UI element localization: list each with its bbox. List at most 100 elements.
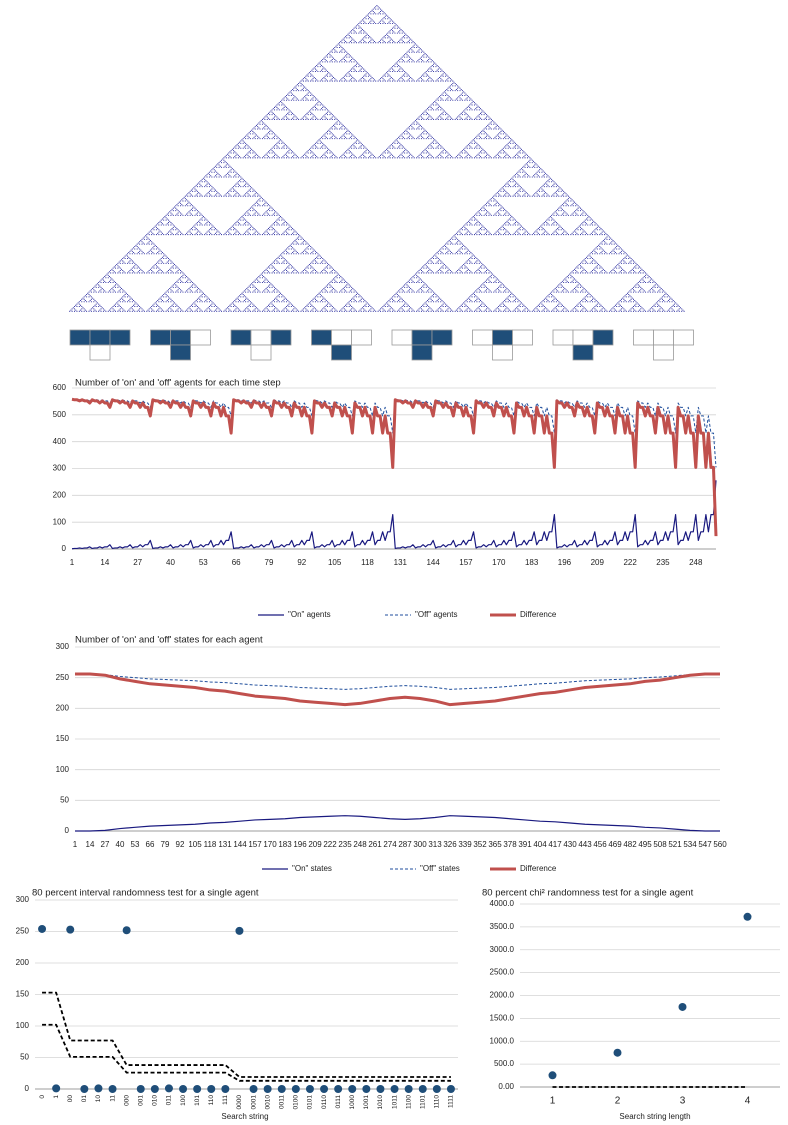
rule-cell — [311, 329, 332, 346]
x-tick-label: 105 — [328, 558, 342, 567]
x-tick-label: 118 — [204, 840, 217, 849]
y-tick-label: 4000.0 — [490, 899, 515, 908]
x-tick-label: 1101 — [419, 1095, 426, 1109]
rule-cell — [653, 329, 674, 346]
y-tick-label: 150 — [16, 990, 30, 999]
x-tick-label: 0011 — [278, 1095, 285, 1109]
x-tick-label: 66 — [232, 558, 241, 567]
rule-output-cell — [653, 344, 674, 361]
legend-label: "On" agents — [288, 610, 331, 619]
rule-cell — [633, 329, 654, 346]
x-tick-label: 10 — [95, 1095, 102, 1103]
x-tick-label: 53 — [131, 840, 140, 849]
x-tick-label: 456 — [593, 840, 607, 849]
x-tick-label: 521 — [668, 840, 682, 849]
x-tick-label: 118 — [361, 558, 374, 567]
x-tick-label: 131 — [218, 840, 232, 849]
x-tick-label: 274 — [383, 840, 397, 849]
data-point — [179, 1085, 188, 1093]
x-tick-label: 391 — [518, 840, 532, 849]
x-tick-label: 0010 — [264, 1095, 271, 1110]
x-tick-label: 1010 — [377, 1095, 384, 1110]
series-line — [71, 397, 718, 537]
data-point — [52, 1084, 61, 1093]
rule-icons — [69, 329, 694, 361]
data-point — [613, 1048, 622, 1057]
rule-output-cell — [411, 344, 433, 361]
data-point — [432, 1085, 441, 1093]
x-tick-label: 1011 — [391, 1095, 398, 1109]
series-line — [42, 1023, 451, 1082]
rule-cell — [150, 329, 171, 346]
x-tick-label: 40 — [166, 558, 175, 567]
x-tick-label: 1 — [550, 1096, 556, 1107]
rule-cell — [492, 329, 513, 346]
x-tick-label: 0111 — [335, 1095, 342, 1109]
rule-cell — [170, 329, 191, 346]
data-point — [678, 1002, 687, 1011]
rule-cell — [572, 329, 594, 346]
x-tick-label: 0101 — [307, 1095, 314, 1110]
y-tick-label: 500 — [53, 410, 67, 419]
x-tick-label: 222 — [323, 840, 337, 849]
data-point — [221, 1085, 230, 1093]
x-tick-label: 508 — [653, 840, 667, 849]
x-tick-label: 313 — [428, 840, 442, 849]
rule-cell — [592, 329, 614, 346]
data-point — [362, 1085, 371, 1093]
sierpinski-pattern — [69, 5, 685, 312]
rule-output-cell — [492, 344, 513, 361]
x-tick-label: 0000 — [236, 1095, 243, 1110]
y-tick-label: 200 — [16, 958, 30, 967]
rule-cell — [512, 329, 533, 346]
y-tick-label: 0 — [65, 826, 70, 835]
rule-cell — [190, 329, 211, 346]
data-point — [108, 1085, 117, 1093]
x-tick-label: 100 — [180, 1095, 187, 1106]
y-tick-label: 100 — [53, 517, 67, 526]
x-tick-label: 27 — [101, 840, 110, 849]
chart-title: 80 percent chi² randomness test for a si… — [482, 888, 694, 899]
x-tick-label: 1 — [73, 840, 78, 849]
x-axis-title: Search string length — [619, 1112, 690, 1121]
data-point — [390, 1085, 399, 1093]
x-tick-label: 248 — [353, 840, 367, 849]
y-tick-label: 250 — [56, 673, 70, 682]
rule-cell — [673, 329, 694, 346]
data-point — [150, 1085, 159, 1093]
x-tick-label: 404 — [533, 840, 547, 849]
x-tick-label: 300 — [413, 840, 427, 849]
y-tick-label: 200 — [53, 490, 67, 499]
x-tick-label: 11 — [109, 1095, 116, 1102]
data-point — [193, 1085, 202, 1093]
rule-cell — [391, 329, 413, 346]
legend-label: "On" states — [292, 864, 332, 873]
x-tick-label: 1111 — [448, 1095, 455, 1108]
data-point — [94, 1084, 103, 1093]
x-tick-label: 196 — [558, 558, 572, 567]
x-tick-label: 560 — [713, 840, 727, 849]
x-tick-label: 326 — [443, 840, 457, 849]
x-tick-label: 14 — [100, 558, 109, 567]
data-point — [38, 924, 47, 933]
y-tick-label: 3000.0 — [490, 945, 515, 954]
y-tick-label: 300 — [16, 895, 30, 904]
x-tick-label: 144 — [426, 558, 440, 567]
legend-label: Difference — [520, 610, 557, 619]
data-point — [334, 1085, 343, 1093]
x-tick-label: 222 — [623, 558, 637, 567]
data-point — [249, 1085, 258, 1093]
data-point — [136, 1085, 145, 1093]
x-tick-label: 157 — [459, 558, 473, 567]
data-point — [743, 912, 752, 921]
x-tick-label: 183 — [525, 558, 539, 567]
rule-cell — [552, 329, 574, 346]
x-tick-label: 01 — [81, 1095, 88, 1103]
x-tick-label: 469 — [608, 840, 622, 849]
rule-cell — [411, 329, 433, 346]
data-point — [66, 925, 75, 934]
x-tick-label: 1 — [53, 1095, 60, 1099]
rule-cell — [69, 329, 91, 346]
x-tick-label: 1001 — [363, 1095, 370, 1110]
